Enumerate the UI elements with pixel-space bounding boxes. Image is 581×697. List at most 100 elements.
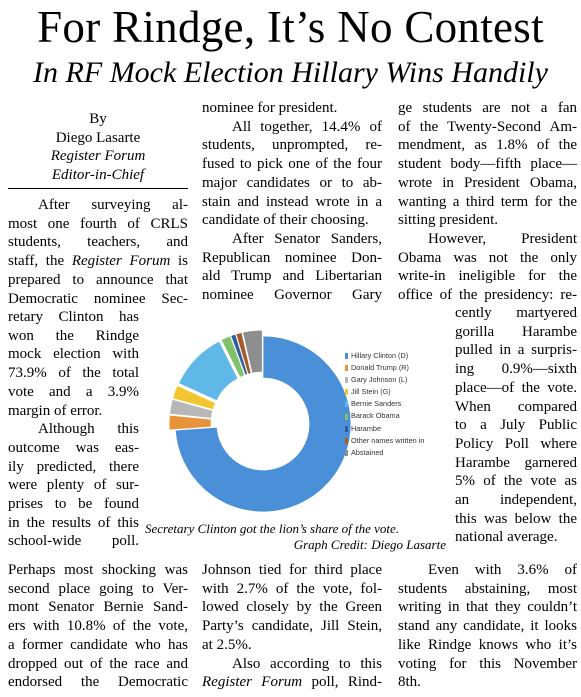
line: voting for this November bbox=[398, 655, 577, 672]
chart-legend: Hillary Clinton (D) Donald Trump (R) Gary … bbox=[345, 350, 424, 459]
line: However, President bbox=[428, 230, 577, 247]
line: Policy Poll where bbox=[455, 435, 577, 452]
line: fused to pick one of the four bbox=[202, 156, 382, 173]
line: candidate of their choosing. bbox=[202, 212, 369, 229]
legend-label: Donald Trump (R) bbox=[351, 363, 409, 373]
line: students abstaining, most bbox=[398, 580, 577, 597]
line: 5% of the vote as bbox=[455, 473, 577, 490]
line: Although this bbox=[38, 421, 139, 438]
line: like Rindge knows who it’s bbox=[398, 636, 577, 653]
legend-swatch bbox=[345, 389, 348, 396]
line: with 2.7% of the vote, fol- bbox=[202, 580, 382, 597]
line: stain and instead wrote in a bbox=[202, 193, 382, 210]
column-3-wrap: cently martyered gorilla Harambe pulled … bbox=[455, 304, 577, 547]
byline-role: Editor-in-Chief bbox=[51, 167, 145, 184]
line: nominee Governor Gary bbox=[202, 287, 382, 304]
legend-entry: Hillary Clinton (D) bbox=[345, 350, 424, 362]
line: students, unprompted, re- bbox=[202, 137, 382, 154]
line: Even with 3.6% of bbox=[428, 562, 577, 578]
line: outcome was eas- bbox=[8, 439, 139, 456]
line: place—of the vote. bbox=[455, 379, 577, 396]
line: prises to be found bbox=[8, 496, 139, 513]
line: mont Senator Bernie Sand- bbox=[8, 599, 188, 616]
donut-slice-other-names-written-in bbox=[235, 331, 252, 375]
donut-slice-abstained bbox=[242, 329, 263, 374]
column-1-wrap: retary Clinton has won the Rindge mock e… bbox=[8, 308, 139, 551]
line: retary Clinton has bbox=[8, 309, 139, 325]
headline: For Rindge, It’s No Contest bbox=[37, 2, 544, 52]
column-3-bottom: Even with 3.6% of students abstaining, m… bbox=[398, 561, 577, 692]
legend-entry: Bernie Sanders bbox=[345, 398, 424, 410]
line: Harambe garnered bbox=[455, 454, 577, 471]
line: Register Forum poll, Rind- bbox=[202, 673, 382, 692]
line-part: is bbox=[170, 253, 188, 270]
legend-swatch bbox=[345, 377, 348, 384]
byline: By Diego Lasarte Register Forum Editor-i… bbox=[8, 110, 188, 185]
line: major candidates or to ab- bbox=[202, 174, 382, 191]
line: gorilla Harambe bbox=[455, 323, 577, 340]
legend-swatch bbox=[345, 413, 348, 420]
legend-swatch bbox=[345, 449, 348, 456]
line: second place going to Ver- bbox=[8, 580, 188, 597]
line: mendment, as 1.8% of the bbox=[398, 137, 577, 154]
line: sitting president. bbox=[398, 212, 498, 229]
donut-slice-gary-johnson-l bbox=[169, 398, 214, 419]
line: won the Rindge bbox=[8, 327, 139, 344]
line: lowed closely by the Green bbox=[202, 599, 382, 616]
line: national average. bbox=[455, 529, 558, 546]
line-part: poll, Rind- bbox=[311, 674, 382, 691]
legend-label: Jill Stein (G) bbox=[351, 387, 391, 397]
line: Democratic nominee Sec- bbox=[8, 290, 188, 307]
legend-label: Harambe bbox=[351, 423, 382, 433]
legend-swatch bbox=[345, 425, 348, 432]
line: most one fourth of CRLS bbox=[8, 215, 188, 232]
donut-slice-bernie-sanders bbox=[178, 340, 239, 402]
donut-slice-hillary-clinton-d bbox=[174, 335, 352, 513]
line: ald Trump and Libertarian bbox=[202, 268, 382, 285]
subheadline: In RF Mock Election Hillary Wins Handily bbox=[33, 56, 548, 89]
legend-label: Gary Johnson (L) bbox=[351, 375, 408, 385]
line: 73.9% of the total bbox=[8, 365, 139, 382]
line: Also according to this bbox=[232, 655, 382, 672]
legend-label: Barack Obama bbox=[351, 411, 400, 421]
line: staff, the Register Forum is bbox=[8, 252, 188, 271]
byline-by: By bbox=[89, 111, 107, 127]
byline-rule bbox=[8, 188, 188, 189]
line: this was below the bbox=[455, 510, 577, 527]
line: Perhaps most shocking was bbox=[8, 562, 188, 578]
legend-swatch bbox=[345, 401, 348, 408]
line-part: staff, the bbox=[8, 253, 72, 270]
line: an independent, bbox=[455, 492, 577, 509]
donut-slice-donald-trump-r bbox=[168, 414, 212, 431]
line: wanting a third term for the bbox=[398, 193, 577, 210]
line: Obama was not the only bbox=[398, 249, 577, 266]
line: dropped out of the race and bbox=[8, 655, 188, 672]
line: write-in ineligible for the bbox=[398, 268, 577, 285]
line: ers with 10.8% of the vote, bbox=[8, 618, 188, 635]
line: Republican nominee Don- bbox=[202, 249, 382, 266]
line: at 2.5%. bbox=[202, 636, 252, 653]
donut-slice-barack-obama bbox=[220, 335, 246, 378]
line: students, teachers, and bbox=[8, 234, 188, 251]
legend-entry: Other names written in bbox=[345, 435, 424, 447]
line: When compared bbox=[455, 398, 577, 415]
line: of the Twenty-Second Am- bbox=[398, 118, 577, 135]
line: All together, 14.4% of bbox=[232, 118, 382, 135]
line: mock election with bbox=[8, 346, 139, 363]
line: After Senator Sanders, bbox=[232, 230, 382, 247]
legend-entry: Abstained bbox=[345, 447, 424, 459]
line: in the results of this bbox=[8, 514, 139, 531]
line: prepared to announce that bbox=[8, 271, 188, 288]
column-1-bottom: Perhaps most shocking was second place g… bbox=[8, 561, 188, 692]
chart-credit: Graph Credit: Diego Lasarte bbox=[293, 537, 446, 552]
publication-name: Register Forum bbox=[71, 253, 171, 270]
legend-label: Abstained bbox=[351, 447, 384, 457]
line: vote and a 3.9% bbox=[8, 383, 139, 400]
legend-swatch bbox=[345, 437, 348, 444]
chart-caption: Secretary Clinton got the lion’s share o… bbox=[145, 521, 400, 536]
line: endorsed the Democratic bbox=[8, 674, 188, 691]
byline-publication: Register Forum bbox=[50, 148, 146, 165]
legend-label: Bernie Sanders bbox=[351, 399, 402, 409]
line: Johnson tied for third place bbox=[202, 562, 382, 578]
line: stand any candidate, it looks bbox=[398, 618, 577, 635]
